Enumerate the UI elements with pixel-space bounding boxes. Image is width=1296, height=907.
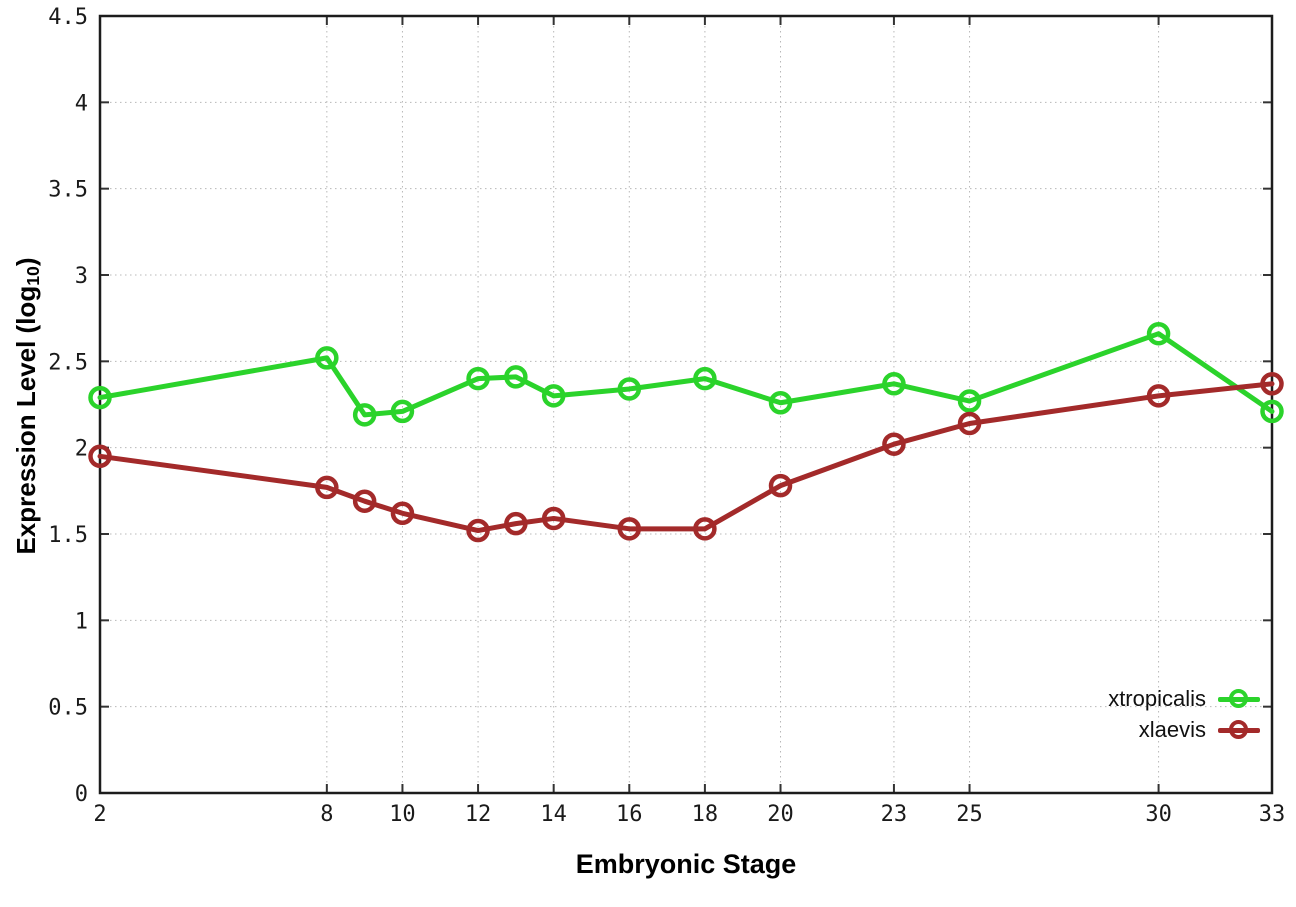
data-point-xtropicalis: [768, 391, 793, 415]
data-point-xtropicalis: [352, 403, 377, 427]
x-tick-label: 8: [320, 802, 333, 827]
data-point-xtropicalis: [541, 384, 566, 408]
plot-border: [98, 14, 1274, 795]
data-point-xlaevis: [315, 475, 339, 500]
y-tick-label: 3: [75, 264, 88, 289]
data-point-xlaevis: [617, 517, 642, 541]
y-axis-label-close: ): [11, 257, 41, 267]
data-point-xlaevis: [390, 501, 415, 526]
data-point-xtropicalis: [466, 366, 490, 391]
data-point-xtropicalis: [617, 377, 642, 401]
data-point-xtropicalis: [882, 372, 906, 396]
legend-circle-marker-icon: [1229, 689, 1248, 708]
chart-legend: xtropicalis xlaevis: [1108, 687, 1260, 742]
x-tick-label: 12: [465, 802, 492, 827]
x-tick-label: 33: [1259, 802, 1286, 827]
data-point-xtropicalis: [1146, 321, 1171, 346]
data-point-xtropicalis: [88, 385, 112, 410]
data-point-xlaevis: [466, 518, 490, 543]
data-point-xtropicalis: [504, 365, 528, 389]
y-axis-label-text: Expression Level (log: [11, 285, 41, 555]
data-point-xlaevis: [882, 432, 906, 456]
data-point-xlaevis: [1146, 384, 1171, 408]
y-tick-label: 4: [75, 91, 88, 116]
data-point-xtropicalis: [957, 389, 982, 413]
data-point-xlaevis: [957, 411, 982, 436]
x-tick-label: 18: [692, 802, 719, 827]
y-tick-label: 2.5: [48, 350, 88, 375]
y-axis-label: Expression Level (log10): [10, 181, 44, 631]
data-point-xlaevis: [504, 511, 528, 536]
x-tick-label: 30: [1145, 802, 1172, 827]
y-axis-label-subscript: 10: [23, 266, 44, 286]
data-point-xtropicalis: [1260, 399, 1284, 424]
x-axis-label: Embryonic Stage: [575, 849, 797, 879]
legend-circle-marker-icon: [1229, 720, 1248, 739]
y-tick-label: 4.5: [48, 5, 88, 30]
data-point-xtropicalis: [390, 399, 415, 424]
legend-entry-xlaevis: xlaevis: [1108, 718, 1260, 742]
data-point-xlaevis: [1260, 372, 1284, 396]
y-tick-label: 1: [75, 609, 88, 634]
data-point-xtropicalis: [693, 366, 717, 391]
x-tick-label: 2: [93, 802, 106, 827]
y-tick-label: 1.5: [48, 523, 88, 548]
legend-label-xlaevis: xlaevis: [1138, 717, 1206, 742]
x-tick-label: 10: [389, 802, 416, 827]
y-tick-label: 2: [75, 437, 88, 462]
data-point-xlaevis: [541, 506, 566, 531]
series-line-xlaevis: [97, 381, 1275, 534]
legend-marker-xlaevis: [1218, 718, 1260, 742]
data-point-xlaevis: [352, 489, 377, 513]
y-tick-label: 0: [75, 782, 88, 807]
series-line-xtropicalis: [97, 331, 1275, 418]
legend-label-xtropicalis: xtropicalis: [1108, 686, 1206, 711]
x-tick-label: 25: [956, 802, 983, 827]
data-point-xtropicalis: [315, 346, 339, 370]
y-tick-label: 3.5: [48, 178, 88, 203]
legend-marker-xtropicalis: [1218, 687, 1260, 711]
y-tick-label: 0.5: [48, 696, 88, 721]
x-tick-label: 14: [540, 802, 567, 827]
data-point-xlaevis: [88, 444, 112, 469]
data-point-xlaevis: [693, 517, 717, 541]
x-tick-label: 23: [881, 802, 908, 827]
x-tick-label: 20: [767, 802, 794, 827]
data-point-xlaevis: [768, 473, 793, 498]
x-tick-label: 16: [616, 802, 643, 827]
legend-entry-xtropicalis: xtropicalis: [1108, 687, 1260, 711]
